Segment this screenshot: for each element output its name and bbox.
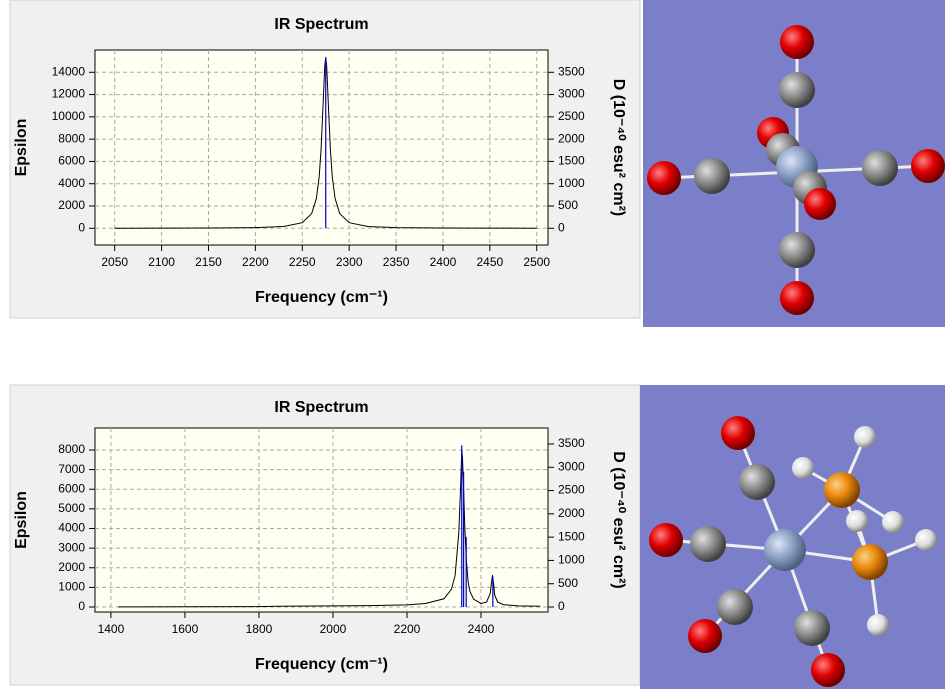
charts: IR Spectrum Frequency (cm⁻¹) Epsilon D (10⁻… — [10, 0, 640, 685]
atom-c — [779, 232, 815, 268]
plot-area — [95, 428, 548, 612]
x-tick-label: 2200 — [394, 622, 421, 636]
y2-tick-label: 3500 — [558, 436, 585, 450]
atom-c — [690, 526, 726, 562]
y2-tick-label: 3500 — [558, 64, 585, 78]
y-tick-label: 4000 — [58, 521, 85, 535]
x-tick-label: 2400 — [430, 255, 457, 269]
atom-c — [862, 150, 898, 186]
y2-tick-label: 2500 — [558, 483, 585, 497]
y-tick-label: 8000 — [58, 131, 85, 145]
atom-h — [792, 457, 814, 479]
y-axis-label: Epsilon — [13, 119, 30, 177]
atom-o — [804, 188, 836, 220]
y-tick-label: 5000 — [58, 501, 85, 515]
x-tick-label: 2000 — [320, 622, 347, 636]
y2-tick-label: 0 — [558, 220, 565, 234]
atom-p — [852, 544, 888, 580]
y-tick-label: 0 — [78, 220, 85, 234]
x-tick-label: 2100 — [148, 255, 175, 269]
x-tick-label: 2500 — [523, 255, 550, 269]
y-tick-label: 0 — [78, 599, 85, 613]
y2-tick-label: 3000 — [558, 87, 585, 101]
chart-title: IR Spectrum — [274, 399, 368, 416]
y2-tick-label: 500 — [558, 576, 578, 590]
y-tick-label: 8000 — [58, 442, 85, 456]
y-tick-label: 6000 — [58, 154, 85, 168]
y2-axis-label: D (10⁻⁴⁰ esu² cm²) — [610, 451, 627, 588]
x-axis-label: Frequency (cm⁻¹) — [255, 289, 388, 306]
y-tick-label: 2000 — [58, 560, 85, 574]
x-tick-label: 1800 — [246, 622, 273, 636]
atom-o — [780, 281, 814, 315]
y2-tick-label: 2000 — [558, 131, 585, 145]
atom-c — [717, 589, 753, 625]
atom-o — [649, 523, 683, 557]
screen: IR Spectrum Frequency (cm⁻¹) Epsilon D (10⁻… — [0, 0, 945, 689]
atom-metal — [764, 529, 806, 571]
x-tick-label: 2200 — [242, 255, 269, 269]
page: IR Spectrum Frequency (cm⁻¹) Epsilon D (10⁻… — [0, 0, 945, 689]
y2-tick-label: 2500 — [558, 109, 585, 123]
y2-tick-label: 3000 — [558, 459, 585, 473]
x-tick-label: 2350 — [383, 255, 410, 269]
y-tick-label: 1000 — [58, 580, 85, 594]
atom-h — [882, 511, 904, 533]
y-tick-label: 4000 — [58, 176, 85, 190]
y2-tick-label: 2000 — [558, 506, 585, 520]
atom-p — [824, 472, 860, 508]
x-tick-label: 2050 — [101, 255, 128, 269]
y2-axis-label: D (10⁻⁴⁰ esu² cm²) — [610, 79, 627, 216]
y-tick-label: 10000 — [52, 109, 86, 123]
y-axis-label: Epsilon — [13, 491, 30, 549]
atom-c — [779, 72, 815, 108]
x-tick-label: 2150 — [195, 255, 222, 269]
atom-h — [846, 510, 868, 532]
x-tick-label: 2400 — [468, 622, 495, 636]
molecule-view — [643, 0, 945, 327]
atom-c — [694, 158, 730, 194]
x-tick-label: 2300 — [336, 255, 363, 269]
atom-o — [688, 619, 722, 653]
x-tick-label: 2250 — [289, 255, 316, 269]
x-axis-label: Frequency (cm⁻¹) — [255, 656, 388, 673]
chart-title: IR Spectrum — [274, 16, 368, 33]
y2-tick-label: 0 — [558, 599, 565, 613]
x-tick-label: 2450 — [476, 255, 503, 269]
y2-tick-label: 500 — [558, 198, 578, 212]
y-tick-label: 7000 — [58, 462, 85, 476]
atom-c — [794, 610, 830, 646]
atom-o — [780, 25, 814, 59]
y2-tick-label: 1000 — [558, 553, 585, 567]
y-tick-label: 3000 — [58, 540, 85, 554]
atom-c — [739, 464, 775, 500]
x-tick-label: 1400 — [98, 622, 125, 636]
molecule-view — [640, 385, 945, 689]
y-tick-label: 6000 — [58, 481, 85, 495]
y-tick-label: 14000 — [52, 64, 86, 78]
y2-tick-label: 1500 — [558, 154, 585, 168]
atom-o — [647, 161, 681, 195]
y2-tick-label: 1500 — [558, 529, 585, 543]
atom-o — [911, 149, 945, 183]
atom-h — [915, 529, 937, 551]
y-tick-label: 2000 — [58, 198, 85, 212]
atom-h — [867, 614, 889, 636]
y2-tick-label: 1000 — [558, 176, 585, 190]
y-tick-label: 12000 — [52, 87, 86, 101]
atom-o — [721, 416, 755, 450]
atom-o — [811, 653, 845, 687]
x-tick-label: 1600 — [172, 622, 199, 636]
atom-h — [854, 426, 876, 448]
